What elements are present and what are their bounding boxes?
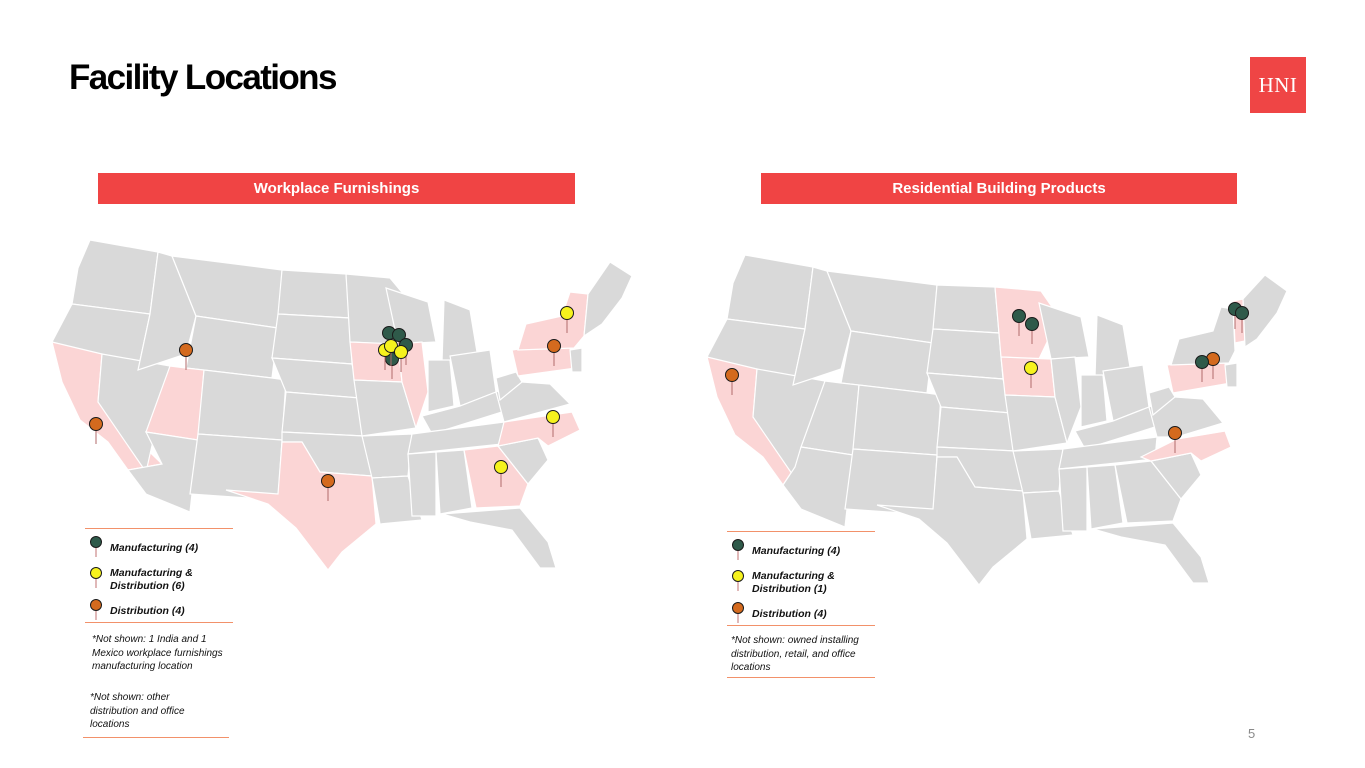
state-alabama [1086, 464, 1124, 530]
distribution-pin-icon [725, 368, 739, 395]
legend-label-manufacturing: Manufacturing (4) [110, 542, 199, 554]
legend-top-rule [727, 531, 875, 532]
state-louisiana [1022, 490, 1074, 540]
state-new-england [1242, 274, 1288, 349]
state-mississippi [1058, 466, 1088, 532]
manufacturing-pin-icon [392, 328, 406, 355]
state-washington [71, 239, 159, 315]
legend-bottom-rule [83, 737, 229, 738]
distribution-pin-icon [547, 339, 561, 366]
state-new-jersey [1224, 362, 1238, 388]
state-new-jersey [569, 347, 583, 373]
manufacturing-distribution-pin-icon [546, 410, 560, 437]
workplace-furnishings-heading: Workplace Furnishings [98, 173, 575, 204]
manufacturing-distribution-pin-icon [394, 345, 408, 372]
workplace-furnishings-map [51, 239, 633, 571]
distribution-pin-icon [89, 417, 103, 444]
manufacturing-distribution-pin-icon [90, 567, 102, 588]
state-texas [876, 456, 1028, 586]
state-wisconsin [1038, 302, 1090, 360]
state-new-mexico [189, 433, 283, 501]
state-kansas [936, 406, 1016, 452]
manufacturing-pin-icon [1025, 317, 1039, 344]
workplace-legend: Manufacturing (4) Manufacturing & Distri… [83, 528, 235, 740]
facility-pins [725, 302, 1249, 453]
state-north-carolina [1139, 430, 1232, 462]
distribution-pin-icon [732, 602, 744, 623]
manufacturing-distribution-pin-icon [1024, 361, 1038, 388]
facility-pins [89, 306, 574, 501]
state-south-dakota [926, 328, 1004, 380]
state-indiana [427, 359, 455, 413]
page-title: Facility Locations [69, 58, 337, 97]
state-illinois [1050, 356, 1082, 445]
legend-mid-rule [727, 625, 875, 626]
state-alabama [435, 449, 473, 515]
state-georgia [1114, 460, 1182, 524]
legend-mid-rule [85, 622, 233, 623]
state-north-dakota [932, 284, 1000, 334]
legend-label-distribution: Distribution (4) [752, 608, 827, 620]
distribution-pin-icon [1168, 426, 1182, 453]
us-map-base [51, 239, 633, 571]
state-kansas [281, 391, 365, 437]
legend-top-rule [85, 528, 233, 529]
state-west-virginia [1148, 386, 1176, 417]
page-number: 5 [1248, 726, 1256, 741]
state-south-dakota [271, 313, 353, 365]
manufacturing-pin-icon [732, 539, 744, 560]
state-florida [441, 507, 557, 569]
state-florida [1092, 522, 1210, 584]
residential-building-products-map [706, 254, 1288, 586]
state-new-mexico [844, 448, 938, 516]
not-shown-note-international: *Not shown: 1 India and 1 Mexico workpla… [92, 634, 223, 672]
state-mississippi [407, 451, 437, 517]
state-washington [726, 254, 814, 330]
residential-building-products-heading: Residential Building Products [761, 173, 1237, 204]
state-colorado [852, 384, 942, 456]
manufacturing-distribution-pin-icon [560, 306, 574, 333]
state-indiana [1080, 374, 1108, 428]
not-shown-note-other: *Not shown: other distribution and offic… [90, 692, 185, 730]
legend-label-manufacturing-distribution: Manufacturing & Distribution (6) [110, 567, 193, 592]
manufacturing-pin-icon [1195, 355, 1209, 382]
hni-logo: HNI [1250, 57, 1306, 113]
state-west-virginia [495, 371, 523, 402]
manufacturing-pin-icon [1235, 306, 1249, 333]
state-new-england [583, 261, 633, 338]
manufacturing-distribution-pin-icon [494, 460, 508, 487]
manufacturing-pin-icon [90, 536, 102, 557]
state-north-carolina [497, 411, 581, 447]
distribution-pin-icon [179, 343, 193, 370]
manufacturing-distribution-pin-icon [732, 570, 744, 591]
state-colorado [197, 369, 287, 441]
legend-label-manufacturing-distribution: Manufacturing & Distribution (1) [752, 570, 835, 595]
state-north-dakota [277, 269, 351, 319]
state-texas [225, 441, 377, 571]
manufacturing-pin-icon [1012, 309, 1026, 336]
state-louisiana [371, 475, 423, 525]
us-map-base [706, 254, 1288, 586]
legend-label-distribution: Distribution (4) [110, 605, 185, 617]
distribution-pin-icon [321, 474, 335, 501]
state-georgia [463, 445, 529, 509]
distribution-pin-icon [90, 599, 102, 620]
residential-legend: Manufacturing (4) Manufacturing & Distri… [727, 531, 877, 681]
not-shown-note: *Not shown: owned installing distributio… [731, 635, 859, 673]
legend-bottom-rule [727, 677, 875, 678]
legend-label-manufacturing: Manufacturing (4) [752, 545, 841, 557]
